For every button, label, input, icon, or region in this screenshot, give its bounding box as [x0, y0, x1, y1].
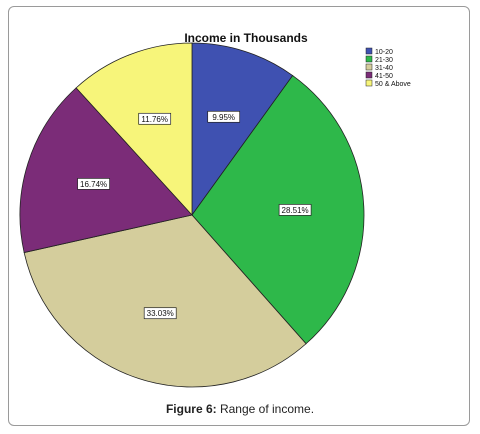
pie-slice-21-30 [191, 74, 365, 345]
legend-swatch [365, 63, 373, 71]
data-label: 11.76% [141, 115, 168, 124]
legend-swatch [365, 47, 373, 55]
figure-caption: Figure 6: Range of income. [0, 402, 480, 416]
caption-label: Figure 6: [165, 402, 217, 416]
data-label: 33.03% [147, 309, 174, 318]
chart-title: Income in Thousands [184, 31, 308, 45]
labels-layer: 9.95% 28.51% 33.03% 16.74% 11.76% [77, 110, 312, 320]
slices-layer [19, 42, 365, 388]
pie-slice-10-20 [191, 42, 294, 217]
pie-slice-41-50 [19, 87, 193, 254]
data-label: 28.51% [282, 206, 309, 215]
data-label: 16.74% [80, 180, 107, 189]
legend-label: 50 & Above [375, 81, 411, 88]
data-label-box [278, 204, 312, 216]
legend-swatch [365, 79, 373, 87]
data-label: 9.95% [212, 113, 235, 122]
data-label-box [207, 110, 241, 123]
data-label-box [138, 112, 172, 125]
data-label-box [77, 178, 110, 190]
pie-slice-50-above [75, 42, 193, 217]
legend-label: 41-50 [375, 73, 393, 80]
legend-swatch [365, 55, 373, 63]
legend-label: 10-20 [375, 49, 393, 56]
legend-label: 21-30 [375, 57, 393, 64]
legend-swatch [365, 71, 373, 79]
legend-label: 31-40 [375, 65, 393, 72]
pie-slice-31-40 [23, 214, 307, 388]
caption-text: Range of income. [219, 402, 315, 416]
data-label-box [143, 307, 177, 320]
